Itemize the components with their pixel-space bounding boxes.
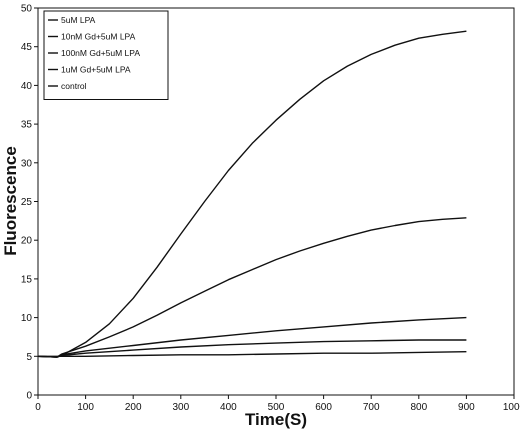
- y-tick-label: 0: [26, 391, 32, 402]
- y-tick-label: 10: [21, 313, 33, 324]
- y-tick-label: 30: [21, 158, 33, 169]
- series-line-1: [37, 30, 467, 358]
- y-tick-label: 40: [21, 81, 33, 92]
- x-tick-label: 400: [220, 402, 237, 413]
- legend-entry: 100nM Gd+5uM LPA: [61, 48, 140, 58]
- x-tick-label: 700: [363, 402, 380, 413]
- y-tick-label: 15: [21, 274, 33, 285]
- y-tick-label: 25: [21, 197, 33, 208]
- series-lines: [37, 30, 467, 358]
- x-tick-label: 1000: [503, 402, 520, 413]
- legend-entry: 5uM LPA: [61, 15, 96, 25]
- y-axis-label: Fluorescence: [1, 146, 20, 256]
- x-tick-label: 0: [35, 402, 41, 413]
- legend-box: [43, 10, 169, 100]
- series-line-5: [38, 351, 467, 357]
- x-tick-label: 900: [458, 402, 475, 413]
- x-tick-label: 100: [77, 402, 94, 413]
- x-axis: 0 100 200 300 400 500 600 700 800 900 1000: [35, 395, 520, 413]
- x-tick-label: 200: [125, 402, 142, 413]
- legend-entry: 1uM Gd+5uM LPA: [61, 65, 131, 75]
- y-tick-label: 50: [21, 4, 33, 15]
- legend-entry: 10nM Gd+5uM LPA: [61, 32, 136, 42]
- x-axis-label: Time(S): [245, 410, 307, 429]
- x-tick-label: 500: [268, 402, 285, 413]
- legend: 5uM LPA 10nM Gd+5uM LPA 100nM Gd+5uM LPA 1u…: [43, 10, 169, 100]
- y-axis: 0 5 10 15 20 25 30 35 40 45 50: [21, 4, 38, 402]
- x-tick-label: 300: [172, 402, 189, 413]
- y-tick-label: 45: [21, 42, 33, 53]
- x-tick-label: 800: [410, 402, 427, 413]
- y-tick-label: 20: [21, 236, 33, 247]
- y-tick-label: 35: [21, 120, 33, 131]
- y-tick-label: 5: [26, 352, 32, 363]
- legend-entry: control: [61, 81, 87, 91]
- x-tick-label: 600: [315, 402, 332, 413]
- series-line-2: [37, 217, 467, 358]
